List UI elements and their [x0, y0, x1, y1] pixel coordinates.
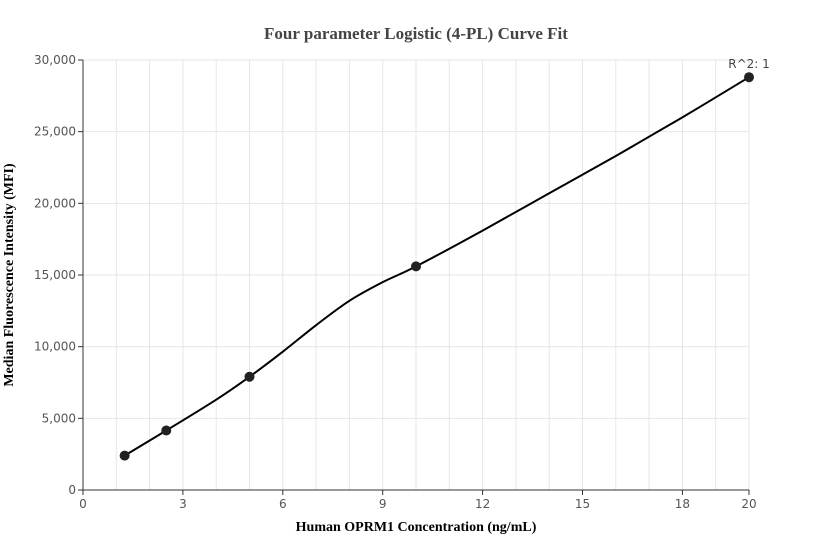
x-tick-label: 20: [741, 497, 756, 511]
r-squared-annotation: R^2: 1: [728, 57, 770, 71]
y-tick-label: 10,000: [34, 340, 76, 354]
plot-area: [119, 72, 754, 461]
grid: [82, 59, 750, 491]
data-point[interactable]: [744, 72, 754, 83]
x-tick-label: 15: [575, 497, 590, 511]
tick-labels: 0 5,000 10,000 15,000 20,000 25,000 30,000 0 3 6 9…: [34, 53, 757, 511]
data-point[interactable]: [161, 425, 172, 436]
y-tick-label: 5,000: [42, 411, 76, 425]
x-tick-label: 0: [79, 497, 87, 511]
x-tick-label: 6: [279, 497, 287, 511]
y-axis-label: Median Fluorescence Intensity (MFI): [2, 163, 17, 387]
y-tick-label: 30,000: [34, 53, 76, 67]
y-tick-label: 0: [68, 483, 76, 497]
data-point[interactable]: [119, 450, 130, 461]
chart-title: Four parameter Logistic (4-PL) Curve Fit: [264, 24, 568, 43]
x-tick-label: 3: [179, 497, 187, 511]
x-tick-label: 12: [475, 497, 490, 511]
data-point[interactable]: [244, 371, 255, 382]
data-point[interactable]: [411, 261, 421, 272]
fit-curve-line: [124, 76, 750, 457]
y-tick-label: 15,000: [34, 268, 76, 282]
y-tick-label: 25,000: [34, 125, 76, 139]
axes: [78, 59, 750, 495]
x-tick-label: 18: [675, 497, 690, 511]
x-axis-label: Human OPRM1 Concentration (ng/mL): [296, 520, 537, 535]
x-tick-label: 9: [379, 497, 387, 511]
y-tick-label: 20,000: [34, 196, 76, 210]
